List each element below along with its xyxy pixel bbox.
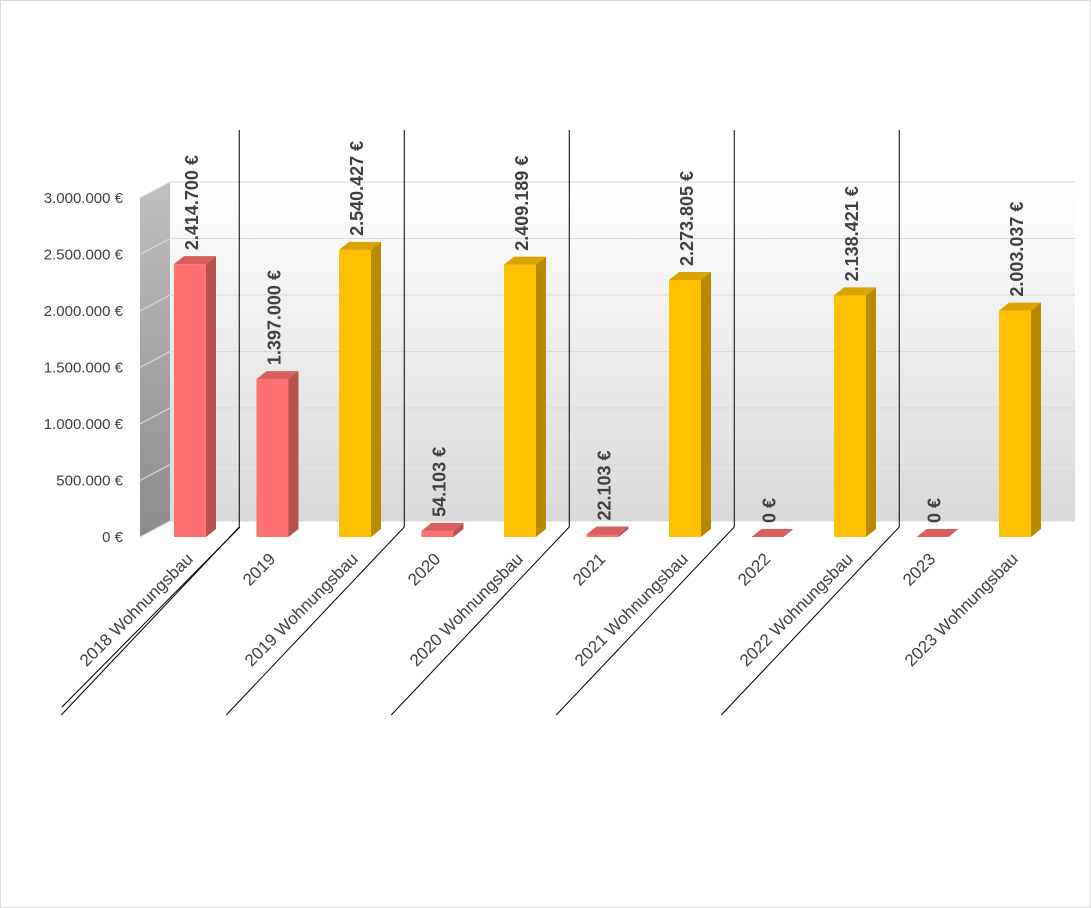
x-tick-label: 2018 Wohnungsbau bbox=[76, 549, 197, 670]
bar bbox=[586, 526, 629, 537]
data-label: 1.397.000 € bbox=[265, 270, 285, 365]
bar-front bbox=[999, 310, 1031, 537]
bar bbox=[916, 529, 959, 537]
x-tick-label: 2021 bbox=[569, 549, 609, 589]
bar-top bbox=[174, 256, 216, 265]
bar bbox=[339, 241, 381, 537]
bar-top bbox=[669, 272, 711, 281]
bar bbox=[669, 272, 711, 537]
bar-side bbox=[866, 287, 876, 537]
bar bbox=[834, 287, 876, 537]
group-separator-diagonal bbox=[555, 526, 735, 716]
bar-front bbox=[256, 379, 289, 537]
bar-side bbox=[453, 522, 464, 537]
y-tick-label: 2.500.000 € bbox=[44, 247, 124, 264]
bar-top bbox=[916, 529, 959, 537]
bar bbox=[174, 256, 216, 537]
data-label: 54.103 € bbox=[430, 447, 450, 517]
data-label: 0 € bbox=[925, 498, 945, 523]
gridline-side bbox=[139, 294, 171, 312]
data-label: 2.273.805 € bbox=[677, 171, 697, 266]
bar-front bbox=[834, 295, 866, 537]
gridline-side bbox=[139, 464, 171, 481]
axis-diagonal bbox=[61, 526, 241, 708]
group-separator-diagonal bbox=[390, 526, 570, 716]
gridline-side bbox=[139, 238, 171, 255]
y-tick-label: 500.000 € bbox=[56, 473, 123, 490]
bar bbox=[504, 256, 546, 537]
x-tick-label: 2019 bbox=[239, 549, 279, 589]
x-tick-label: 2023 bbox=[899, 549, 939, 589]
gridline-side bbox=[139, 181, 171, 199]
bar-top bbox=[339, 241, 381, 250]
data-label: 2.138.421 € bbox=[842, 186, 862, 281]
data-label: 2.414.700 € bbox=[182, 155, 202, 250]
data-label: 22.103 € bbox=[595, 450, 615, 520]
bar-side bbox=[618, 526, 629, 537]
y-tick-label: 0 € bbox=[102, 529, 124, 546]
data-label: 2.409.189 € bbox=[512, 156, 532, 251]
bar bbox=[421, 522, 464, 537]
group-separator-diagonal bbox=[225, 526, 405, 716]
bar-top bbox=[999, 302, 1041, 311]
gridline-side bbox=[139, 520, 171, 538]
data-label: 0 € bbox=[760, 498, 780, 523]
bar-side bbox=[1031, 302, 1041, 537]
bar-side bbox=[371, 241, 381, 537]
y-tick-label: 2.000.000 € bbox=[44, 303, 124, 320]
bar-top bbox=[751, 529, 794, 537]
bar-top bbox=[834, 287, 876, 296]
bar-front bbox=[504, 264, 536, 537]
gridline-side bbox=[139, 407, 171, 425]
bar-top bbox=[586, 526, 629, 535]
bar-side bbox=[206, 256, 216, 537]
bar-front bbox=[586, 534, 619, 537]
bar-front bbox=[174, 264, 206, 537]
bar-front bbox=[339, 249, 371, 537]
bar-side bbox=[288, 371, 299, 537]
bar bbox=[256, 371, 299, 537]
gridline-side bbox=[139, 351, 171, 368]
x-tick-label: 2022 bbox=[734, 549, 774, 589]
y-tick-label: 3.000.000 € bbox=[44, 190, 124, 207]
data-label: 2.003.037 € bbox=[1007, 202, 1027, 297]
group-separator-diagonal bbox=[720, 526, 900, 716]
bar bbox=[999, 302, 1041, 537]
bar-top bbox=[421, 522, 464, 531]
bar-front bbox=[669, 280, 701, 537]
bar-top bbox=[256, 371, 299, 380]
x-tick-label: 2020 bbox=[404, 549, 444, 589]
bar-side bbox=[701, 272, 711, 537]
data-label: 2.540.427 € bbox=[347, 141, 367, 236]
bar-side bbox=[536, 256, 546, 537]
bar-front bbox=[421, 530, 454, 537]
bar bbox=[751, 529, 794, 537]
bar-top bbox=[504, 256, 546, 265]
y-tick-label: 1.500.000 € bbox=[44, 360, 124, 377]
y-tick-label: 1.000.000 € bbox=[44, 416, 124, 433]
